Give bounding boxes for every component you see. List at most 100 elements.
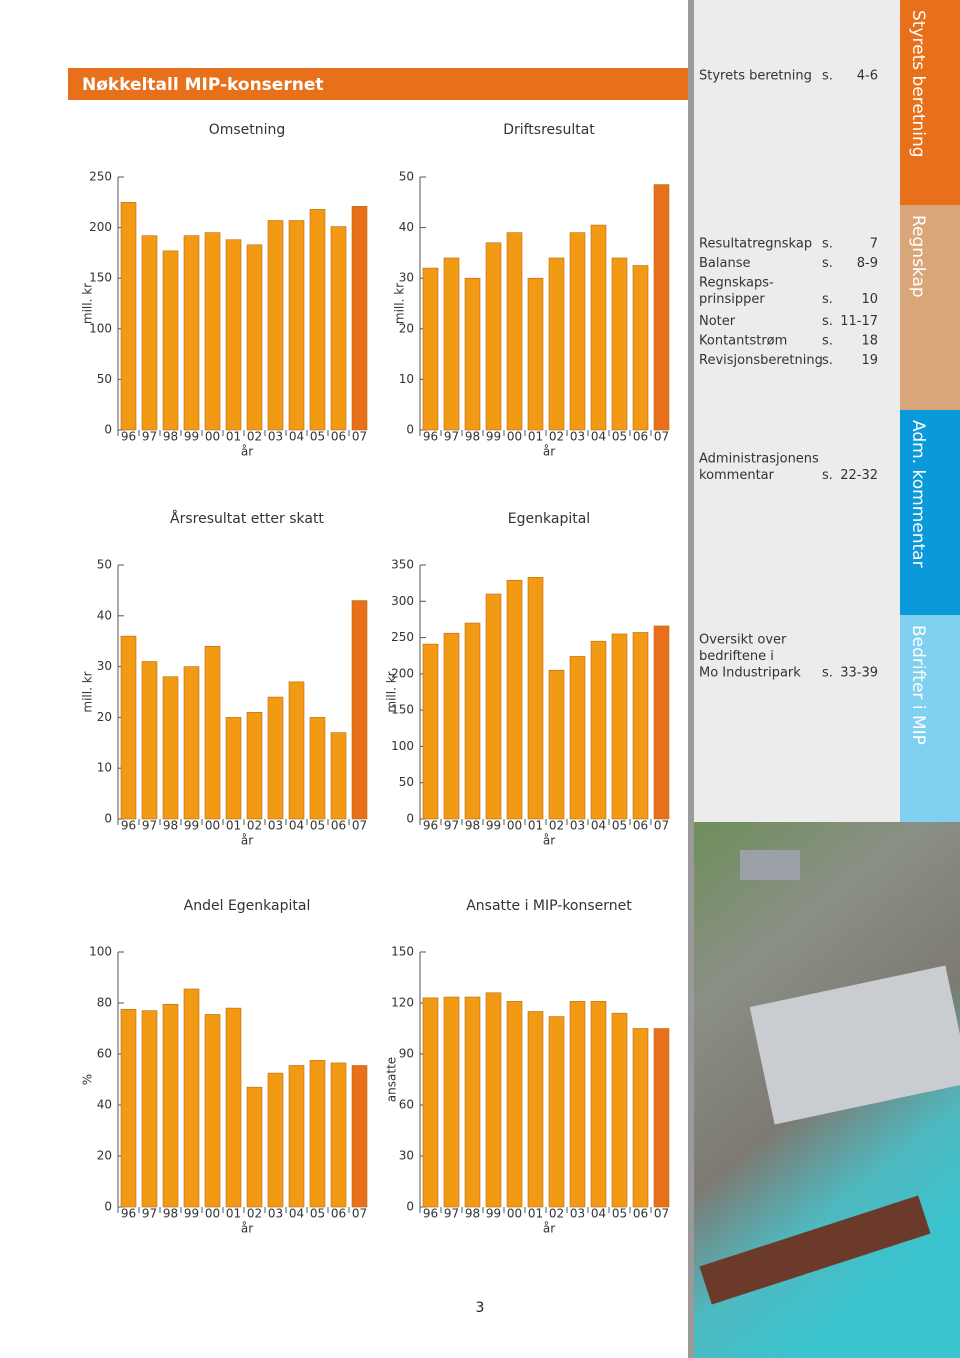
bar bbox=[653, 625, 670, 820]
bar bbox=[611, 1012, 628, 1208]
x-tick-label: 98 bbox=[465, 1207, 480, 1221]
section-tab-label: Adm. kommentar bbox=[908, 420, 928, 568]
toc-page: 11-17 bbox=[840, 314, 878, 329]
toc-page: 4-6 bbox=[857, 69, 878, 84]
bar bbox=[653, 1028, 670, 1208]
header-title: Nøkkeltall MIP-konsernet bbox=[82, 75, 323, 95]
bar bbox=[267, 696, 284, 820]
toc-entry: Oversikt over bbox=[699, 633, 787, 648]
x-tick-label: 05 bbox=[612, 1207, 627, 1221]
y-tick-label: 10 bbox=[399, 372, 414, 386]
bar bbox=[183, 235, 200, 431]
y-tick-label: 40 bbox=[97, 608, 112, 622]
bar bbox=[590, 640, 607, 820]
bar bbox=[422, 643, 439, 820]
x-tick-label: 07 bbox=[352, 819, 367, 833]
x-tick-label: 97 bbox=[444, 819, 459, 833]
x-axis-label: år bbox=[543, 834, 555, 848]
toc-page: 19 bbox=[861, 353, 878, 368]
x-tick-label: 97 bbox=[444, 430, 459, 444]
divider bbox=[688, 0, 694, 1358]
x-tick-label: 05 bbox=[310, 430, 325, 444]
y-axis-label: mill. kr bbox=[393, 283, 407, 324]
bar bbox=[225, 717, 242, 820]
x-tick-label: 99 bbox=[486, 1207, 501, 1221]
x-tick-label: 97 bbox=[142, 819, 157, 833]
section-tab-label: Regnskap bbox=[908, 215, 928, 298]
y-tick-label: 0 bbox=[406, 423, 414, 437]
x-tick-label: 01 bbox=[226, 1207, 241, 1221]
x-tick-label: 96 bbox=[423, 819, 438, 833]
bar bbox=[309, 209, 326, 431]
x-axis-label: år bbox=[241, 445, 253, 459]
x-tick-label: 96 bbox=[121, 430, 136, 444]
x-tick-label: 96 bbox=[423, 1207, 438, 1221]
x-tick-label: 00 bbox=[507, 819, 522, 833]
toc-page: 22-32 bbox=[840, 468, 878, 483]
x-tick-label: 02 bbox=[549, 430, 564, 444]
bar bbox=[246, 712, 263, 820]
y-tick-label: 20 bbox=[399, 321, 414, 335]
bar bbox=[464, 277, 481, 431]
toc-entry: Balanse bbox=[699, 256, 750, 271]
x-tick-label: 03 bbox=[268, 1207, 283, 1221]
y-tick-label: 10 bbox=[97, 761, 112, 775]
bar bbox=[632, 265, 649, 431]
x-tick-label: 07 bbox=[352, 430, 367, 444]
y-tick-label: 100 bbox=[391, 739, 414, 753]
bar bbox=[464, 622, 481, 820]
bar bbox=[548, 669, 565, 820]
y-tick-label: 50 bbox=[97, 558, 112, 572]
x-tick-label: 02 bbox=[247, 1207, 262, 1221]
y-tick-label: 60 bbox=[97, 1047, 112, 1061]
toc-page: 33-39 bbox=[840, 666, 878, 681]
x-tick-label: 00 bbox=[205, 430, 220, 444]
bar bbox=[288, 681, 305, 820]
bar bbox=[632, 1028, 649, 1208]
y-tick-label: 150 bbox=[391, 945, 414, 959]
toc-entry: Mo Industripark bbox=[699, 666, 801, 681]
section-tab-label: Bedrifter i MIP bbox=[908, 625, 928, 745]
toc-entry: Administrasjonens bbox=[699, 452, 819, 467]
x-tick-label: 07 bbox=[654, 1207, 669, 1221]
toc-entry: Resultatregnskap bbox=[699, 237, 812, 252]
x-tick-label: 97 bbox=[142, 1207, 157, 1221]
section-tab bbox=[900, 205, 960, 410]
bar bbox=[330, 1062, 347, 1208]
bar bbox=[204, 645, 221, 820]
bar bbox=[548, 257, 565, 431]
y-tick-label: 30 bbox=[97, 659, 112, 673]
x-tick-label: 02 bbox=[247, 430, 262, 444]
bar bbox=[527, 277, 544, 431]
x-tick-label: 06 bbox=[633, 819, 648, 833]
bar bbox=[120, 202, 137, 431]
chart-title: Årsresultat etter skatt bbox=[170, 510, 324, 527]
bar bbox=[162, 676, 179, 820]
x-tick-label: 99 bbox=[184, 430, 199, 444]
x-tick-label: 98 bbox=[465, 430, 480, 444]
x-tick-label: 04 bbox=[289, 1207, 304, 1221]
x-tick-label: 04 bbox=[591, 819, 606, 833]
toc-page-prefix: s. bbox=[822, 353, 833, 368]
x-tick-label: 00 bbox=[205, 1207, 220, 1221]
bar bbox=[590, 1000, 607, 1208]
x-tick-label: 00 bbox=[205, 819, 220, 833]
x-tick-label: 96 bbox=[121, 1207, 136, 1221]
x-tick-label: 03 bbox=[268, 819, 283, 833]
toc-entry: Styrets beretning bbox=[699, 69, 812, 84]
chart-title: Egenkapital bbox=[508, 511, 590, 527]
y-tick-label: 30 bbox=[399, 271, 414, 285]
y-tick-label: 150 bbox=[89, 271, 112, 285]
y-axis-label: % bbox=[81, 1074, 95, 1085]
bar bbox=[246, 1086, 263, 1208]
x-tick-label: 03 bbox=[570, 430, 585, 444]
x-tick-label: 97 bbox=[444, 1207, 459, 1221]
bar bbox=[632, 632, 649, 820]
bar bbox=[330, 732, 347, 820]
x-axis-label: år bbox=[543, 1222, 555, 1236]
bar bbox=[422, 267, 439, 431]
x-tick-label: 02 bbox=[549, 819, 564, 833]
bar bbox=[141, 1010, 158, 1208]
x-tick-label: 99 bbox=[184, 1207, 199, 1221]
